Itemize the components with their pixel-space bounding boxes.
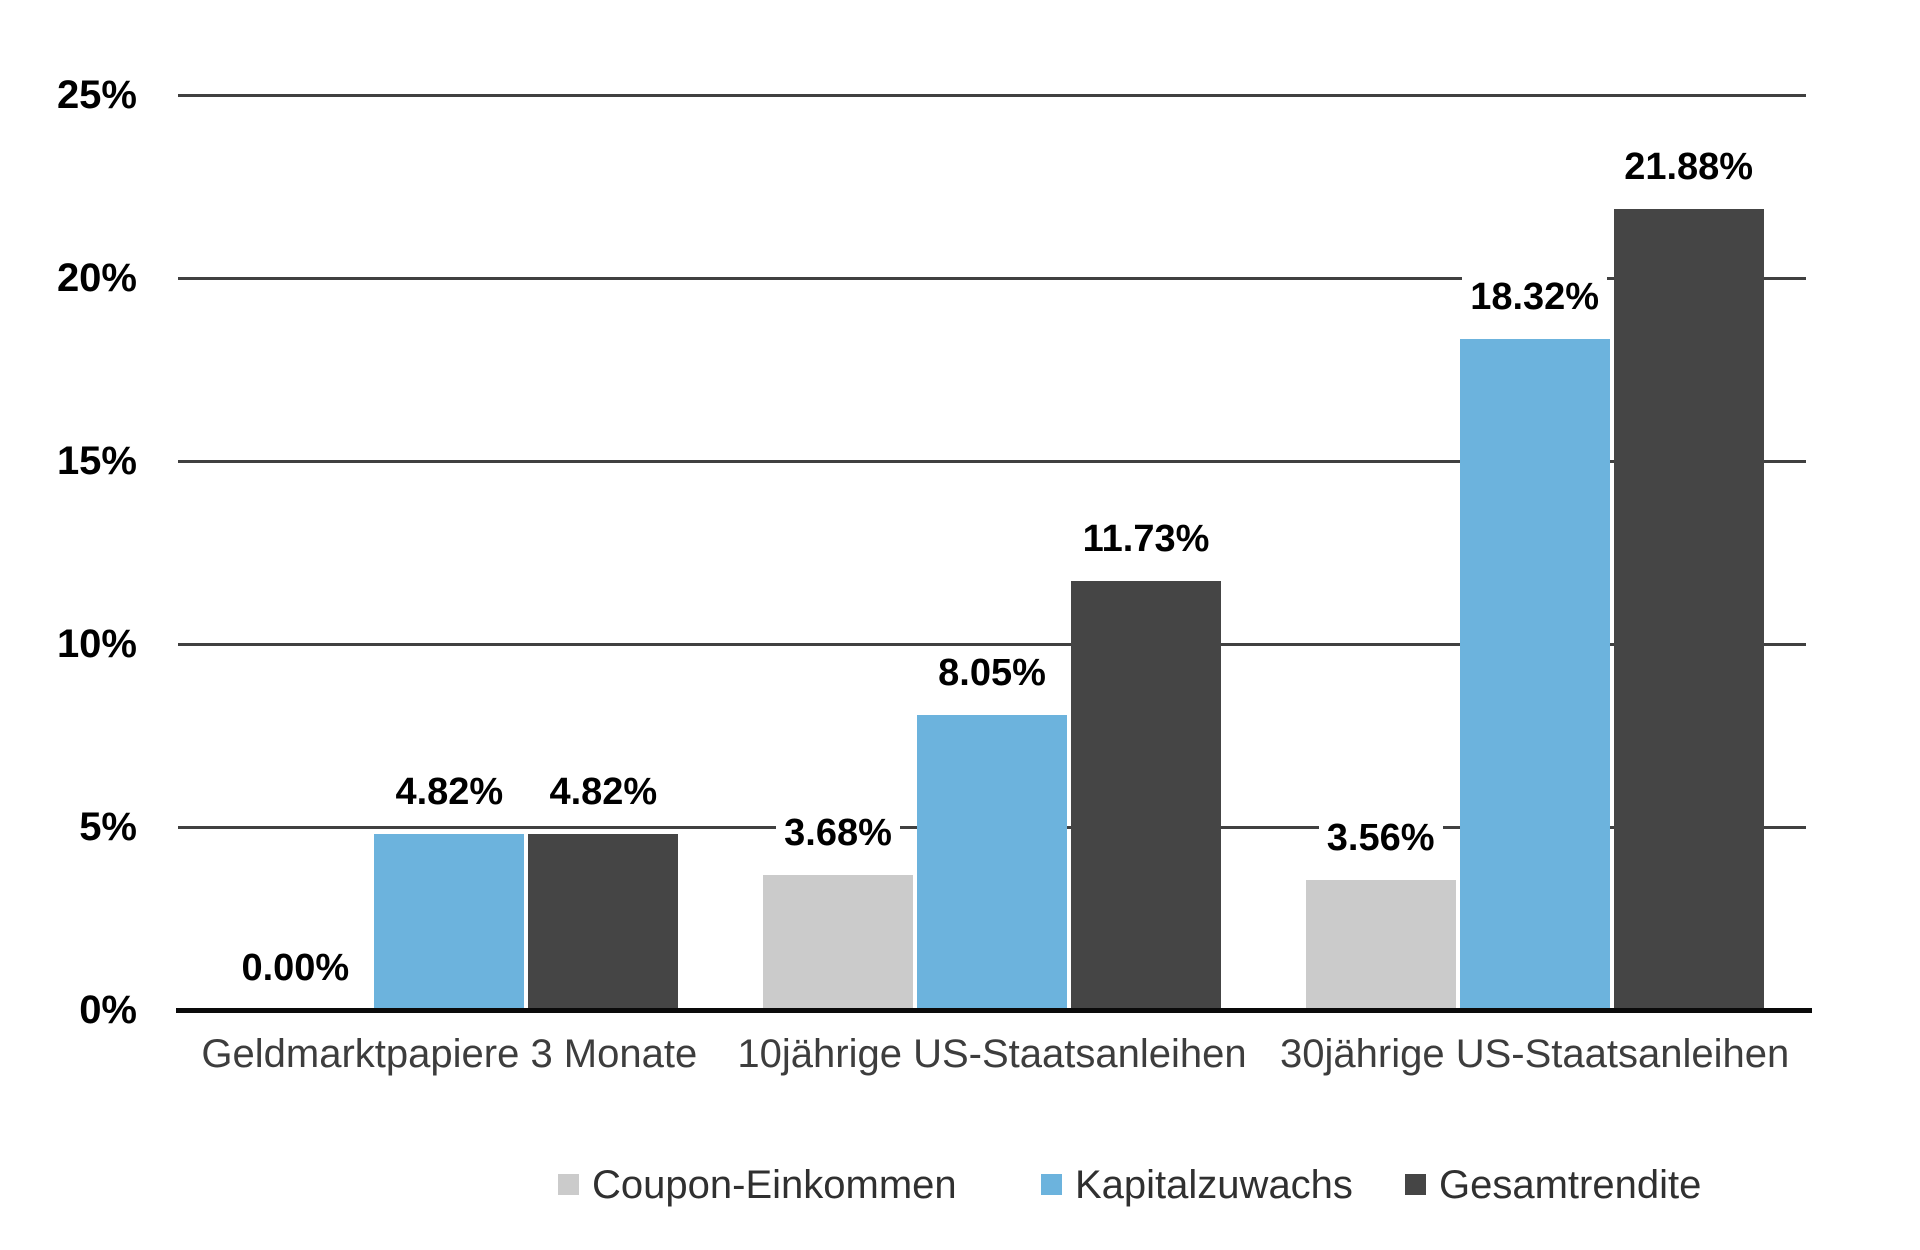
data-label-text: 3.56%: [1318, 814, 1443, 861]
legend-swatch-icon: [1405, 1174, 1426, 1195]
data-label: 4.82%: [473, 768, 733, 815]
bar-kapitalzuwachs: [374, 833, 525, 1010]
data-label: 0.00%: [165, 945, 425, 991]
gridline: [178, 460, 1806, 463]
data-label: 11.73%: [1016, 515, 1276, 562]
y-axis-label: 0%: [79, 988, 137, 1032]
x-axis-category-label: 10jährige US-Staatsanleihen: [737, 1032, 1247, 1076]
data-label-text: 4.82%: [387, 768, 512, 815]
data-label-text: 0.00%: [233, 945, 358, 991]
data-label: 18.32%: [1405, 274, 1665, 321]
legend-label: Kapitalzuwachs: [1075, 1163, 1353, 1207]
bar-coupon-einkommen: [1305, 879, 1456, 1010]
legend-swatch-icon: [558, 1174, 579, 1195]
data-label: 3.56%: [1251, 814, 1511, 861]
bar-coupon-einkommen: [763, 875, 913, 1010]
y-axis-label: 5%: [79, 805, 137, 849]
gridline: [178, 277, 1806, 280]
gridline: [178, 94, 1806, 97]
legend-label: Coupon-Einkommen: [592, 1163, 957, 1207]
y-axis-label: 25%: [56, 73, 137, 117]
y-axis-label: 15%: [56, 439, 137, 483]
legend-swatch-icon: [1041, 1174, 1062, 1195]
data-label: 8.05%: [862, 650, 1122, 697]
data-label-text: 8.05%: [930, 650, 1054, 697]
data-label-text: 3.68%: [776, 810, 900, 857]
data-label-text: 18.32%: [1462, 274, 1608, 321]
x-axis-category-label: 30jährige US-Staatsanleihen: [1280, 1032, 1790, 1076]
data-label: 3.68%: [708, 810, 968, 857]
y-axis-label: 10%: [56, 622, 137, 666]
legend-label: Gesamtrendite: [1439, 1163, 1702, 1207]
data-label-text: 11.73%: [1074, 515, 1218, 562]
data-label-text: 21.88%: [1616, 144, 1762, 191]
bar-kapitalzuwachs: [1459, 339, 1610, 1010]
data-label: 4.82%: [319, 768, 579, 815]
bar-gesamtrendite: [528, 833, 679, 1010]
x-axis-category-label: Geldmarktpapiere 3 Monate: [201, 1032, 698, 1076]
data-label-text: 4.82%: [541, 768, 666, 815]
bar-gesamtrendite: [1613, 209, 1764, 1010]
x-axis-line: [176, 1008, 1812, 1013]
gridline: [178, 643, 1806, 646]
data-label: 21.88%: [1559, 144, 1819, 191]
bar-gesamtrendite: [1071, 580, 1221, 1010]
y-axis-label: 20%: [56, 256, 137, 300]
bar-kapitalzuwachs: [917, 715, 1067, 1010]
